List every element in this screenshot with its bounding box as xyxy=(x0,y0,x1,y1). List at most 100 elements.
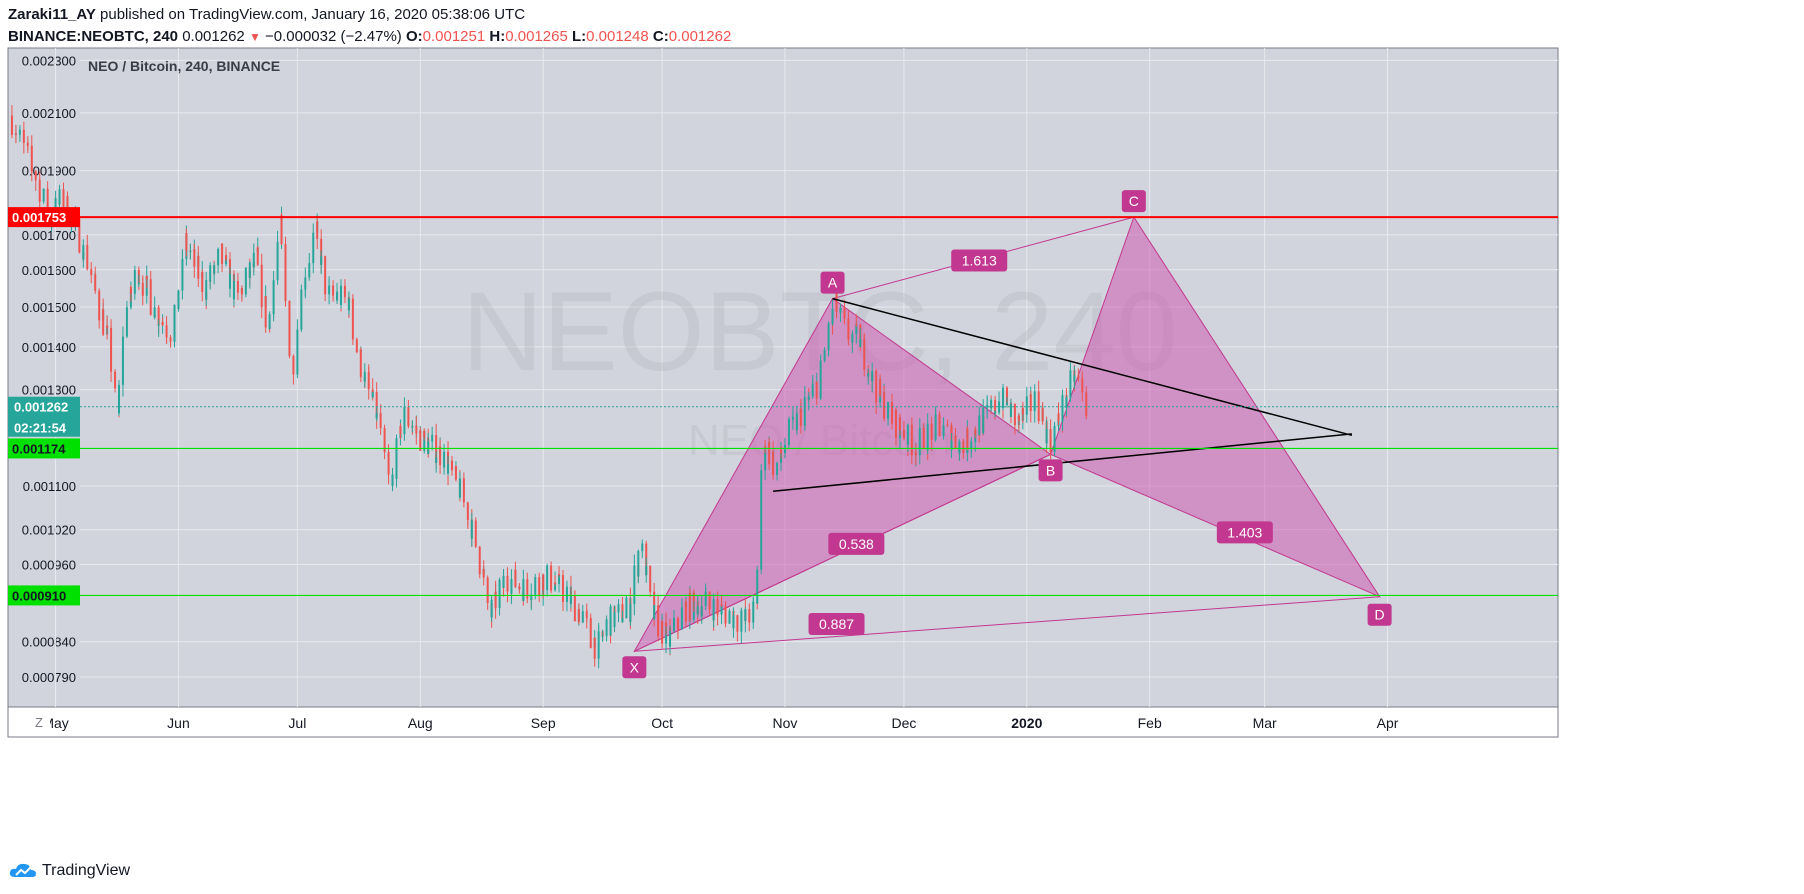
y-tick-label: 0.001900 xyxy=(22,164,76,179)
pattern-ratio[interactable]: 1.403 xyxy=(1216,521,1273,544)
candle xyxy=(173,304,176,336)
candle-body xyxy=(1061,395,1064,422)
candle xyxy=(728,610,731,620)
candle-body xyxy=(962,447,965,454)
candle-body xyxy=(343,295,346,297)
candle-body xyxy=(680,607,683,611)
candle-body xyxy=(169,337,172,341)
candle-body xyxy=(518,586,521,590)
candle xyxy=(383,429,386,460)
candle-body xyxy=(78,219,81,253)
candle-body xyxy=(470,520,473,539)
candle-body xyxy=(1041,407,1044,422)
candle-body xyxy=(768,442,771,465)
candle-body xyxy=(181,258,184,261)
candle xyxy=(125,300,128,333)
candle xyxy=(288,300,291,339)
candle-body xyxy=(300,324,303,330)
y-tick-label: 0.001300 xyxy=(22,383,76,398)
candle xyxy=(403,413,406,441)
candle xyxy=(811,374,814,391)
candle xyxy=(855,314,858,328)
candle-body xyxy=(474,528,477,547)
candle xyxy=(930,427,933,452)
candle xyxy=(486,579,489,610)
candle-body xyxy=(672,618,675,628)
candle-body xyxy=(157,307,160,326)
candle xyxy=(272,271,275,319)
candle xyxy=(708,595,711,615)
candle-body xyxy=(268,314,271,329)
candle xyxy=(887,401,890,425)
candle-body xyxy=(831,308,834,324)
candle-body xyxy=(760,522,763,570)
zoom-button[interactable] xyxy=(28,712,50,732)
x-tick-label: Aug xyxy=(408,715,433,731)
candle xyxy=(137,274,140,288)
candle-body xyxy=(125,307,128,324)
pattern-point-label: A xyxy=(828,275,838,291)
candle xyxy=(922,423,925,450)
candle xyxy=(1081,371,1084,402)
candle-body xyxy=(22,137,25,143)
candle-body xyxy=(732,615,735,629)
candle-body xyxy=(407,407,410,424)
candle-body xyxy=(1081,380,1084,393)
candle xyxy=(847,315,850,346)
author-name[interactable]: Zaraki11_AY xyxy=(8,6,96,23)
candle xyxy=(637,549,640,584)
candle-body xyxy=(558,574,561,585)
candle xyxy=(423,428,426,441)
candle-body xyxy=(343,285,346,296)
candle-body xyxy=(328,286,331,295)
candle-body xyxy=(942,432,945,436)
candle-body xyxy=(958,441,961,454)
candle-body xyxy=(280,214,283,245)
candle xyxy=(934,409,937,422)
pattern-point-d[interactable]: D xyxy=(1367,603,1392,626)
tradingview-brand[interactable]: TradingView xyxy=(8,861,130,881)
pattern-point-c[interactable]: C xyxy=(1121,190,1146,213)
pattern-point-a[interactable]: A xyxy=(820,271,845,294)
candle-body xyxy=(1017,415,1020,421)
pattern-point-b[interactable]: B xyxy=(1038,459,1063,482)
candle-body xyxy=(609,606,612,636)
candle-body xyxy=(458,478,461,498)
candle xyxy=(665,612,668,636)
pattern-point-x[interactable]: X xyxy=(622,656,647,679)
candle-body xyxy=(867,373,870,377)
candle-body xyxy=(946,424,949,426)
pattern-ratio[interactable]: 1.613 xyxy=(951,249,1008,272)
candle-body xyxy=(225,255,228,260)
candle-body xyxy=(137,282,140,284)
x-tick-label: Nov xyxy=(773,715,798,731)
candle xyxy=(22,132,25,154)
pattern-ratio[interactable]: 0.538 xyxy=(828,532,885,555)
candle-body xyxy=(14,133,17,135)
candle xyxy=(264,295,267,333)
pattern-ratio[interactable]: 0.887 xyxy=(808,613,865,636)
candle-body xyxy=(621,618,624,623)
candle xyxy=(653,604,656,621)
candle xyxy=(795,405,798,435)
candle xyxy=(209,262,212,290)
candle-body xyxy=(145,275,148,280)
candle-body xyxy=(922,427,925,449)
candle-body xyxy=(42,188,45,195)
candle xyxy=(958,439,961,461)
candle xyxy=(141,277,144,306)
candle-body xyxy=(201,272,204,292)
candle-body xyxy=(1057,413,1060,421)
candle xyxy=(672,609,675,630)
candle-body xyxy=(236,280,239,292)
candle xyxy=(760,464,763,533)
candle xyxy=(621,610,624,623)
candle xyxy=(450,455,453,476)
x-tick-label: Sep xyxy=(531,715,556,731)
pattern-ratio-badge xyxy=(828,532,885,555)
candle-body xyxy=(149,279,152,294)
candle xyxy=(502,568,505,588)
candle xyxy=(787,416,790,441)
candle xyxy=(284,266,287,307)
